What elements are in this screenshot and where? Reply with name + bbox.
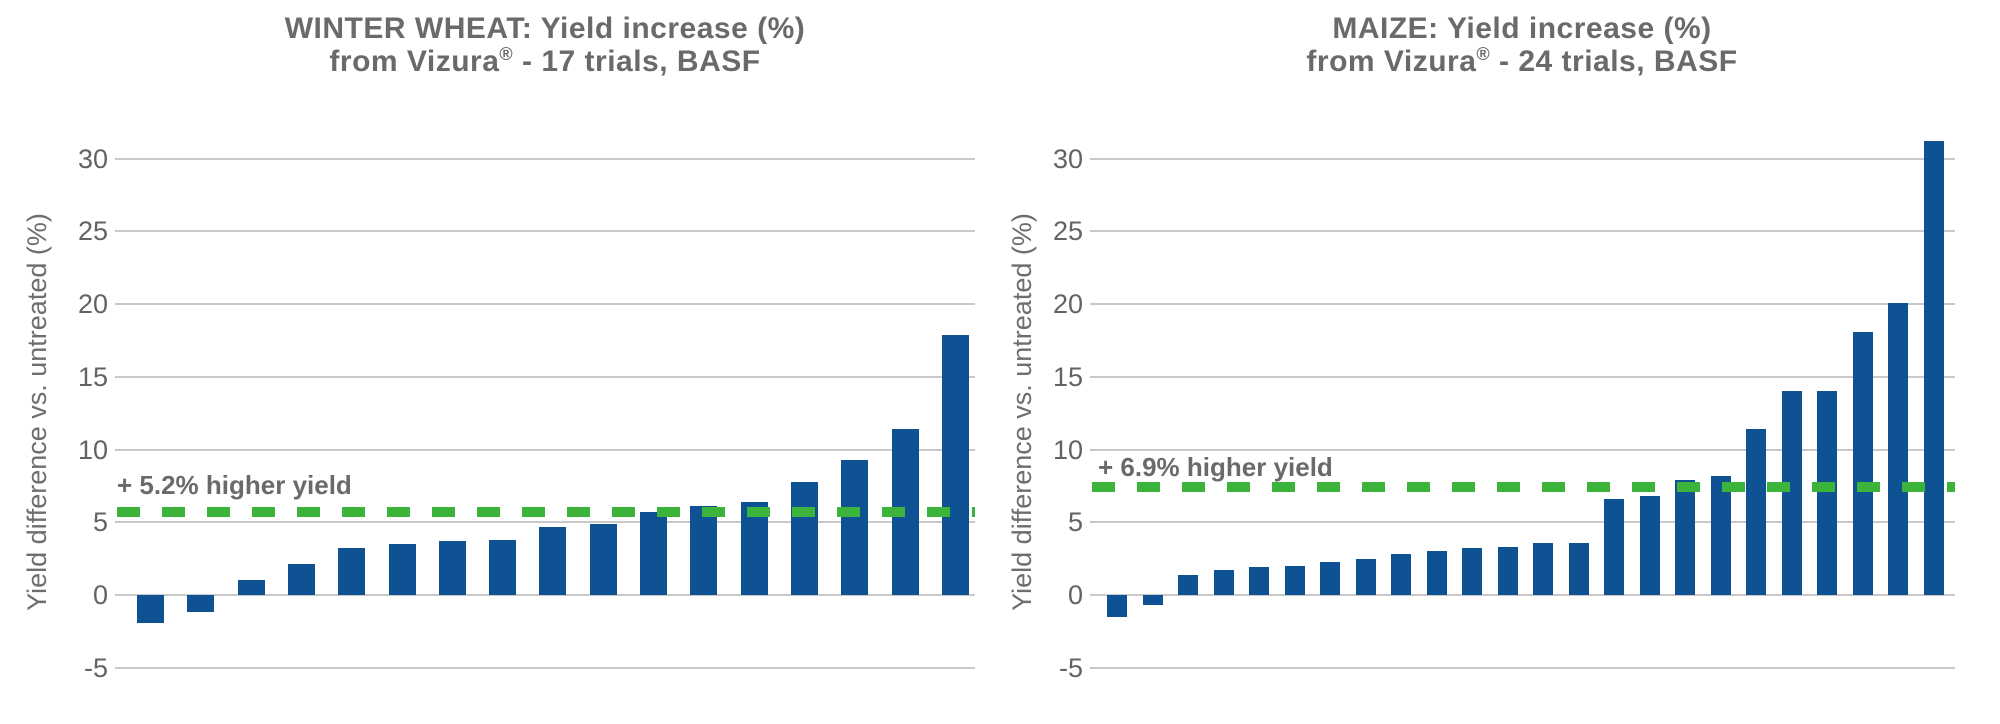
gridline bbox=[1090, 594, 1955, 596]
gridline bbox=[1090, 375, 1955, 378]
bar bbox=[187, 595, 215, 613]
bar bbox=[841, 459, 869, 595]
bar bbox=[1497, 546, 1518, 595]
bar bbox=[237, 580, 265, 595]
chart-title-line1: WINTER WHEAT: Yield increase (%) bbox=[284, 12, 806, 45]
title-text: from Vizura bbox=[1306, 45, 1477, 78]
y-tick-label: 30 bbox=[1052, 143, 1083, 174]
title-text: from Vizura bbox=[329, 45, 500, 78]
gridline bbox=[1090, 303, 1955, 305]
y-tick-label: 15 bbox=[77, 361, 108, 392]
gridline bbox=[1090, 157, 1955, 160]
mean-annotation: + 5.2% higher yield bbox=[117, 470, 352, 500]
gridline bbox=[1090, 448, 1955, 451]
gridline bbox=[1090, 666, 1955, 669]
bar bbox=[1533, 542, 1553, 595]
gridline bbox=[1090, 230, 1955, 233]
bar bbox=[941, 334, 969, 595]
bar bbox=[1817, 391, 1837, 595]
gridline bbox=[115, 666, 975, 669]
gridline bbox=[115, 303, 975, 305]
chart-title-line2: from Vizura® - 17 trials, BASF bbox=[145, 45, 945, 78]
bar bbox=[539, 526, 567, 595]
gridline bbox=[115, 594, 975, 596]
bar bbox=[1178, 574, 1198, 595]
title-text: - 17 trials, BASF bbox=[513, 45, 761, 78]
y-tick-label: -5 bbox=[1058, 652, 1083, 683]
bar bbox=[1107, 595, 1127, 617]
bar bbox=[1710, 475, 1731, 595]
title-text: - 24 trials, BASF bbox=[1490, 45, 1738, 78]
y-axis-label: Yield difference vs. untreated (%) bbox=[22, 213, 52, 611]
bar bbox=[1249, 567, 1269, 595]
gridline bbox=[1090, 521, 1955, 524]
chart-title-line2: from Vizura® - 24 trials, BASF bbox=[1122, 45, 1922, 78]
bar bbox=[1604, 498, 1624, 595]
y-axis-label: Yield difference vs. untreated (%) bbox=[1007, 213, 1037, 611]
bar bbox=[1142, 595, 1163, 606]
registered-trademark-sup: ® bbox=[1476, 44, 1491, 64]
y-tick-label: 0 bbox=[1067, 580, 1083, 610]
bar bbox=[1746, 429, 1766, 595]
y-tick-label: 25 bbox=[77, 216, 108, 247]
chart-title: WINTER WHEAT: Yield increase (%) from Vi… bbox=[145, 12, 945, 78]
bar bbox=[1284, 565, 1305, 595]
bar bbox=[589, 523, 617, 595]
y-tick-label: 20 bbox=[1052, 289, 1083, 319]
bar bbox=[1213, 570, 1234, 595]
gridline bbox=[115, 157, 975, 160]
mean-annotation: + 6.9% higher yield bbox=[1098, 452, 1333, 482]
bar bbox=[640, 512, 667, 595]
y-tick-label: 20 bbox=[77, 289, 108, 319]
y-tick-label: 5 bbox=[92, 507, 108, 538]
bar bbox=[438, 541, 466, 595]
y-tick-label: 0 bbox=[92, 580, 108, 610]
bar bbox=[287, 564, 315, 595]
gridline bbox=[115, 448, 975, 451]
gridline bbox=[115, 375, 975, 378]
registered-trademark-sup: ® bbox=[499, 44, 514, 64]
gridline bbox=[115, 230, 975, 233]
gridline bbox=[115, 521, 975, 524]
bar bbox=[1923, 141, 1944, 595]
bar bbox=[1852, 331, 1873, 595]
bar bbox=[388, 544, 416, 595]
bar bbox=[1675, 480, 1695, 595]
y-tick-label: 25 bbox=[1052, 216, 1083, 247]
bar bbox=[1888, 302, 1908, 595]
y-tick-label: 30 bbox=[77, 143, 108, 174]
bar bbox=[1639, 496, 1660, 595]
bar bbox=[1355, 558, 1376, 595]
chart-title: MAIZE: Yield increase (%) from Vizura® -… bbox=[1122, 12, 1922, 78]
y-tick-label: -5 bbox=[83, 652, 108, 683]
y-tick-label: 5 bbox=[1067, 507, 1083, 538]
bar bbox=[489, 539, 517, 595]
y-tick-label: 15 bbox=[1052, 361, 1083, 392]
bar bbox=[1781, 391, 1802, 595]
bar bbox=[1426, 551, 1447, 595]
mean-dashed-line bbox=[1092, 482, 1955, 493]
chart-title-line1: MAIZE: Yield increase (%) bbox=[1332, 12, 1712, 45]
y-tick-label: 10 bbox=[77, 434, 108, 465]
bar bbox=[338, 548, 366, 595]
bar bbox=[1568, 542, 1589, 595]
bar bbox=[1391, 554, 1411, 595]
bar bbox=[790, 481, 818, 595]
bar bbox=[1320, 561, 1340, 595]
bar bbox=[137, 595, 164, 623]
bar bbox=[690, 506, 718, 595]
bar bbox=[1462, 548, 1482, 595]
bar bbox=[740, 501, 768, 595]
mean-dashed-line bbox=[117, 507, 975, 518]
y-tick-label: 10 bbox=[1052, 434, 1083, 465]
